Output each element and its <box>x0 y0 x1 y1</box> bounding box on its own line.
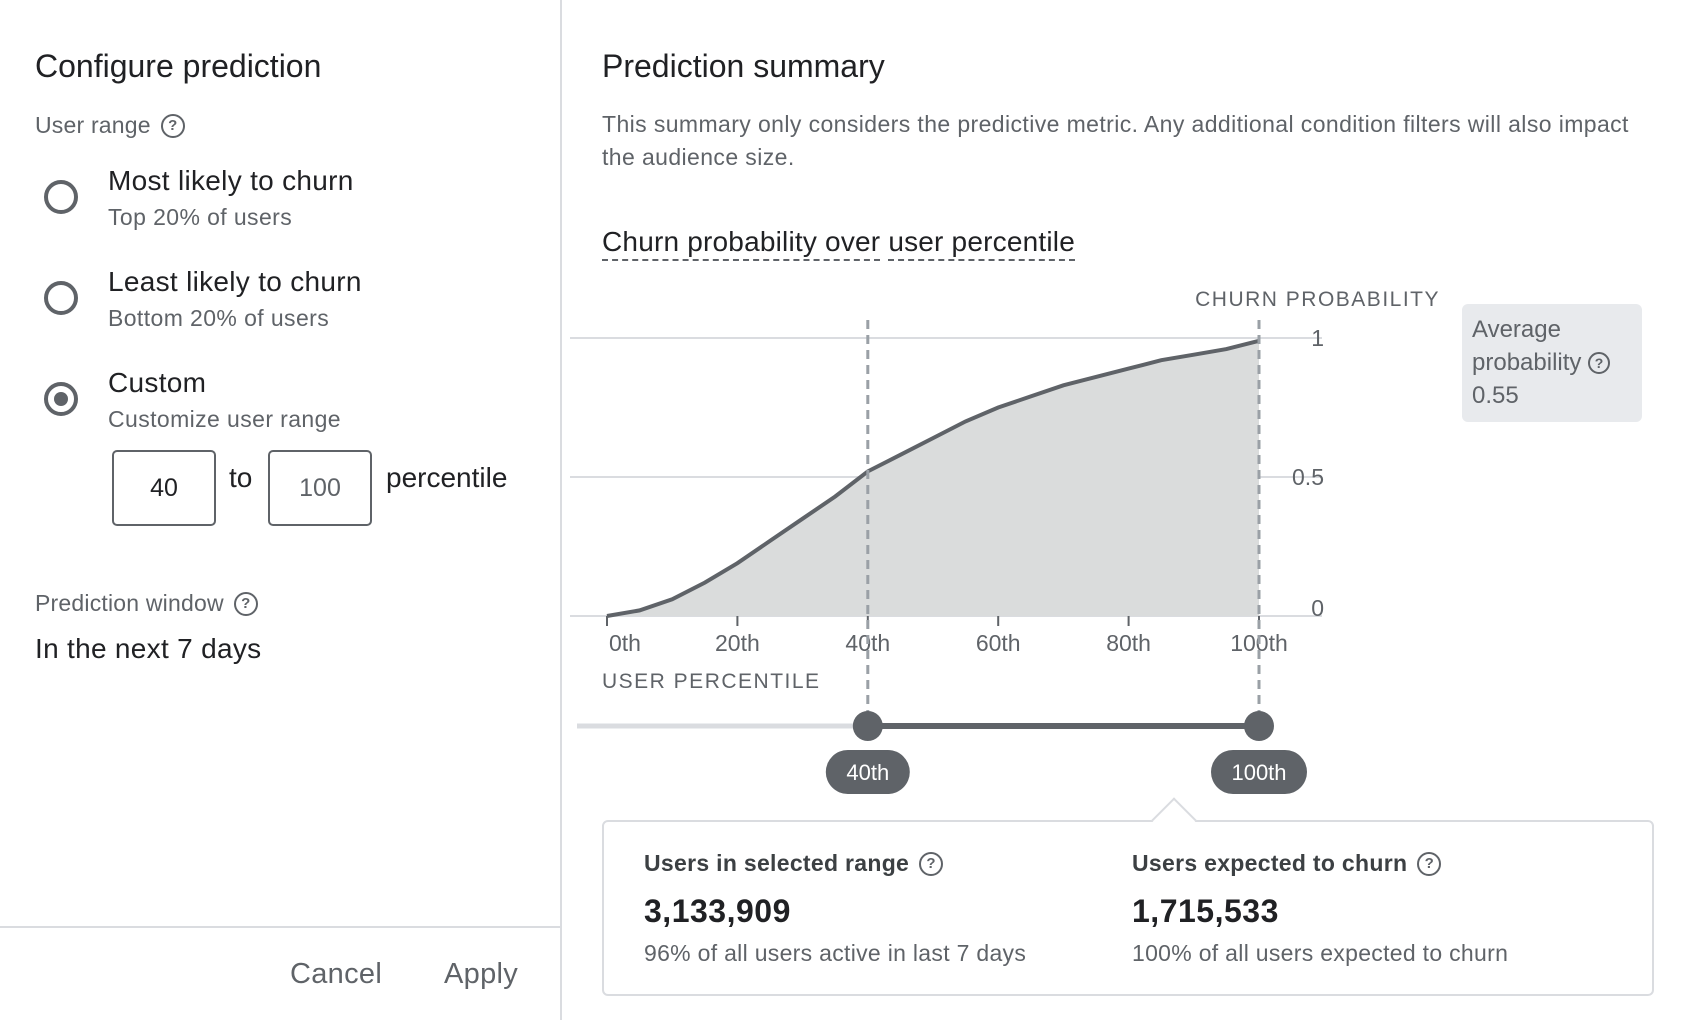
x-tick-label: 80th <box>1106 630 1151 656</box>
stat-value: 1,715,533 <box>1132 893 1279 929</box>
range-markers <box>866 320 1261 726</box>
y-tick-label: 0 <box>1311 595 1324 621</box>
summary-description: This summary only considers the predicti… <box>602 111 1629 170</box>
x-axis-label: USER PERCENTILE <box>602 670 821 693</box>
user-range-text: User range <box>35 112 151 138</box>
option-label: Least likely to churn <box>108 266 362 297</box>
percentile-label: percentile <box>386 462 508 493</box>
help-icon[interactable]: ? <box>919 851 944 876</box>
option-custom[interactable]: Custom Customize user range <box>44 366 341 436</box>
average-probability-value: 0.55 <box>1472 382 1519 409</box>
churn-chart: 0 0.5 1 0th 20th 40th 60th 80th 100th CHURN PROB… <box>570 288 1440 794</box>
stat-sublabel: 100% of all users expected to churn <box>1132 940 1509 966</box>
option-most-likely[interactable]: Most likely to churn Top 20% of users <box>44 164 354 234</box>
radio-least-likely[interactable] <box>44 281 78 315</box>
slider-value-pill <box>1211 750 1307 794</box>
chart-title-dimension[interactable]: user percentile <box>888 226 1075 261</box>
x-tick-label: 0th <box>609 630 641 656</box>
prediction-window-value: In the next 7 days <box>35 633 262 664</box>
panel-divider <box>560 0 562 1020</box>
slider-min-handle[interactable] <box>852 711 883 741</box>
option-sublabel: Top 20% of users <box>108 204 293 230</box>
area-fill <box>607 340 1259 616</box>
stat-label: Users expected to churn <box>1132 850 1408 876</box>
range-slider: 40th 100th <box>577 711 1307 794</box>
prediction-window-label: Prediction window ? <box>35 590 258 617</box>
slider-max-handle[interactable] <box>1244 711 1274 741</box>
stat-users-in-range: Users in selected range ? 3,133,909 96% … <box>644 850 1026 967</box>
cancel-button[interactable]: Cancel <box>290 958 383 990</box>
stat-label: Users in selected range <box>644 850 910 876</box>
help-icon[interactable]: ? <box>233 591 258 616</box>
series-line <box>606 338 1260 618</box>
radio-most-likely[interactable] <box>44 180 78 214</box>
footer-divider <box>0 926 560 928</box>
option-label: Custom <box>108 367 207 398</box>
help-icon[interactable]: ? <box>160 113 185 138</box>
y-tick-label: 1 <box>1311 325 1324 351</box>
user-range-label: User range ? <box>35 112 185 139</box>
average-probability-card: Average probability ? 0.55 <box>1462 304 1642 422</box>
apply-button[interactable]: Apply <box>444 958 519 990</box>
y-tick-label: 0.5 <box>1292 464 1324 490</box>
help-icon[interactable]: ? <box>1417 851 1442 876</box>
configure-panel: Configure prediction User range ? Most l… <box>0 0 560 1020</box>
option-sublabel: Bottom 20% of users <box>108 305 330 331</box>
summary-panel: Prediction summary This summary only con… <box>562 0 1682 1020</box>
slider-value-label: 100th <box>1231 760 1286 785</box>
slider-value-pill <box>825 750 910 794</box>
range-from-input[interactable] <box>112 450 216 526</box>
stat-users-expected-churn: Users expected to churn ? 1,715,533 100%… <box>1132 850 1508 967</box>
y-axis-label: CHURN PROBABILITY <box>1195 288 1440 311</box>
x-tick-label: 60th <box>976 630 1021 656</box>
chart-title-metric[interactable]: Churn probability over <box>602 226 881 261</box>
slider-value-label: 40th <box>846 760 889 785</box>
stats-card: Users in selected range ? 3,133,909 96% … <box>602 797 1654 996</box>
configure-title: Configure prediction <box>35 48 322 84</box>
summary-title: Prediction summary <box>602 48 885 84</box>
radio-custom[interactable] <box>44 382 78 416</box>
help-icon[interactable]: ? <box>1588 352 1611 374</box>
range-to-input[interactable] <box>268 450 372 526</box>
to-label: to <box>229 462 253 493</box>
chart-title: Churn probability over user percentile <box>602 226 1075 261</box>
option-least-likely[interactable]: Least likely to churn Bottom 20% of user… <box>44 265 362 335</box>
stat-sublabel: 96% of all users active in last 7 days <box>644 940 1027 966</box>
prediction-window-text: Prediction window <box>35 590 224 616</box>
average-probability-label: Average probability <box>1472 316 1582 376</box>
stat-value: 3,133,909 <box>644 893 791 929</box>
option-sublabel: Customize user range <box>108 406 341 432</box>
x-tick-label: 20th <box>715 630 760 656</box>
option-label: Most likely to churn <box>108 165 354 196</box>
